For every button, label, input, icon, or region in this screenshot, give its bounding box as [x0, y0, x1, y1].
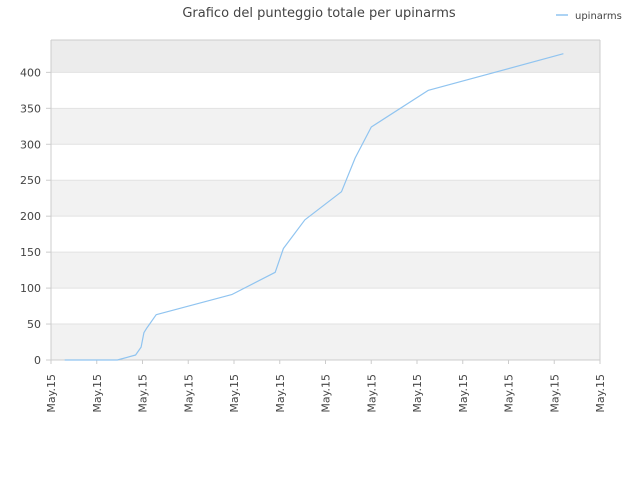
x-tick-label: May.15: [594, 374, 607, 413]
x-tick-label: May.15: [182, 374, 195, 413]
y-tick-label: 150: [20, 246, 41, 259]
x-tick-label: May.15: [411, 374, 424, 413]
x-tick-label: May.15: [137, 374, 150, 413]
plot-band: [51, 108, 600, 145]
plot-bands: [51, 40, 600, 360]
y-tick-label: 250: [20, 174, 41, 187]
series-line-upinarms: [64, 53, 564, 361]
x-tick-label: May.15: [228, 374, 241, 413]
legend: upinarms: [556, 11, 622, 22]
x-tick-label: May.15: [457, 374, 470, 413]
series-lines: [64, 53, 564, 361]
y-tick-label: 100: [20, 282, 41, 295]
legend-label: upinarms: [575, 11, 622, 22]
y-tick-label: 200: [20, 210, 41, 223]
y-tick-label: 0: [34, 354, 41, 367]
y-tick-labels: 0 50 100 150 200 250 300 350 400: [20, 66, 51, 367]
plot-band: [51, 180, 600, 217]
x-tick-label: May.15: [548, 374, 561, 413]
x-tick-labels: May.15 May.15 May.15 May.15 May.15 May.15 May.…: [45, 360, 607, 413]
plot-band: [51, 252, 600, 289]
grid-lines: [51, 71, 600, 361]
x-tick-label: May.15: [320, 374, 333, 413]
x-tick-label: May.15: [365, 374, 378, 413]
plot-band: [51, 40, 600, 73]
x-tick-label: May.15: [91, 374, 104, 413]
chart-title: Grafico del punteggio totale per upinarm…: [182, 6, 456, 21]
x-tick-label: May.15: [274, 374, 287, 413]
x-tick-label: May.15: [503, 374, 516, 413]
y-tick-label: 400: [20, 66, 41, 79]
x-tick-label: May.15: [45, 374, 58, 413]
y-tick-label: 50: [27, 318, 41, 331]
y-tick-label: 300: [20, 138, 41, 151]
plot-band: [51, 324, 600, 360]
y-tick-label: 350: [20, 102, 41, 115]
